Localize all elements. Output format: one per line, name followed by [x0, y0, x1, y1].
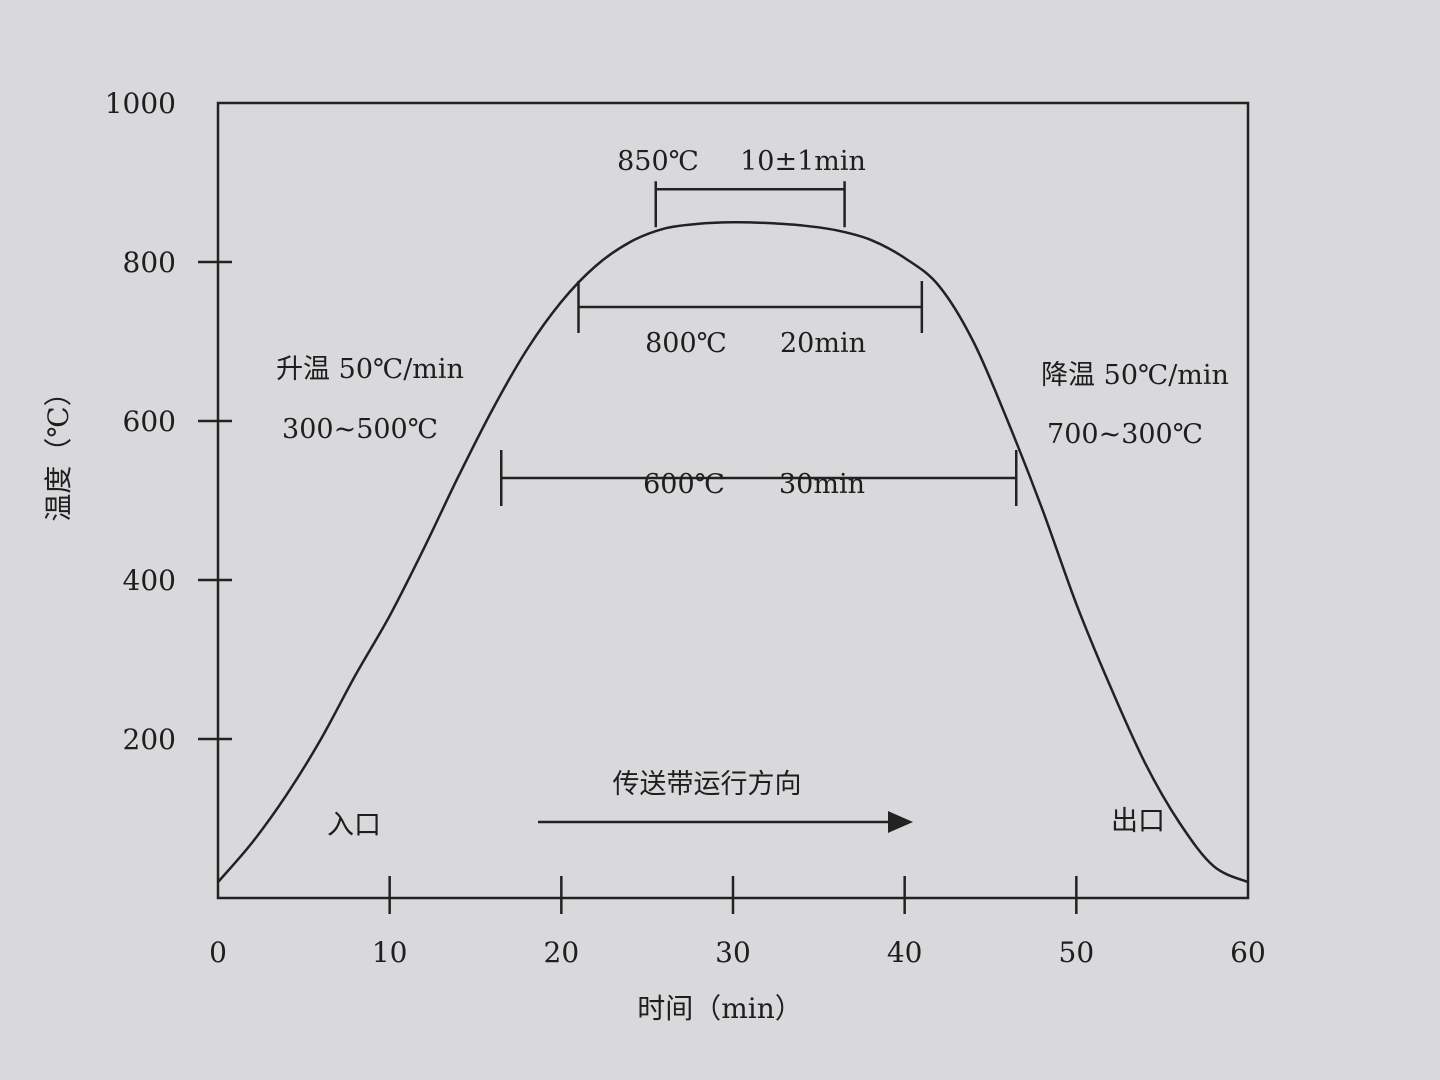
time-brackets: [500, 181, 1018, 506]
heating-rate-label: 升温 50℃/min: [276, 354, 464, 385]
x-tick-label: 10: [372, 936, 408, 969]
y-axis-ticks: 200 400 600 800 1000: [105, 87, 232, 756]
x-tick-label: 60: [1230, 936, 1266, 969]
band-600-time-label: 30min: [779, 469, 865, 500]
bracket-800: [577, 281, 924, 333]
x-tick-label: 30: [715, 936, 751, 969]
band-600-temp-label: 600℃: [643, 469, 725, 500]
x-tick-label: 20: [544, 936, 580, 969]
y-tick-label: 1000: [105, 87, 176, 120]
x-tick-label: 0: [209, 936, 227, 969]
y-tick-label: 200: [123, 723, 176, 756]
peak-time-label: 10±1min: [740, 146, 866, 177]
bracket-850: [654, 181, 846, 228]
bracket-600: [500, 450, 1018, 506]
y-tick-label: 400: [123, 564, 176, 597]
cooling-rate-label: 降温 50℃/min: [1041, 360, 1229, 391]
peak-temp-label: 850℃: [617, 146, 699, 177]
y-tick-label: 600: [123, 405, 176, 438]
y-axis-title: 温度（℃）: [42, 378, 75, 521]
y-tick-label: 800: [123, 246, 176, 279]
cooling-range-label: 700~300℃: [1047, 419, 1203, 450]
direction-label: 传送带运行方向: [613, 769, 802, 800]
temperature-curve: [217, 221, 1249, 884]
x-axis-title: 时间（min）: [637, 992, 803, 1025]
exit-label: 出口: [1111, 806, 1165, 837]
direction-arrowhead: [888, 811, 913, 833]
x-axis-ticks: 0 10 20 30 40 50 60: [209, 876, 1266, 969]
band-800-temp-label: 800℃: [645, 328, 727, 359]
heating-range-label: 300~500℃: [282, 414, 438, 445]
band-800-time-label: 20min: [780, 328, 866, 359]
x-tick-label: 40: [887, 936, 923, 969]
entrance-label: 入口: [327, 810, 381, 841]
x-tick-label: 50: [1059, 936, 1095, 969]
